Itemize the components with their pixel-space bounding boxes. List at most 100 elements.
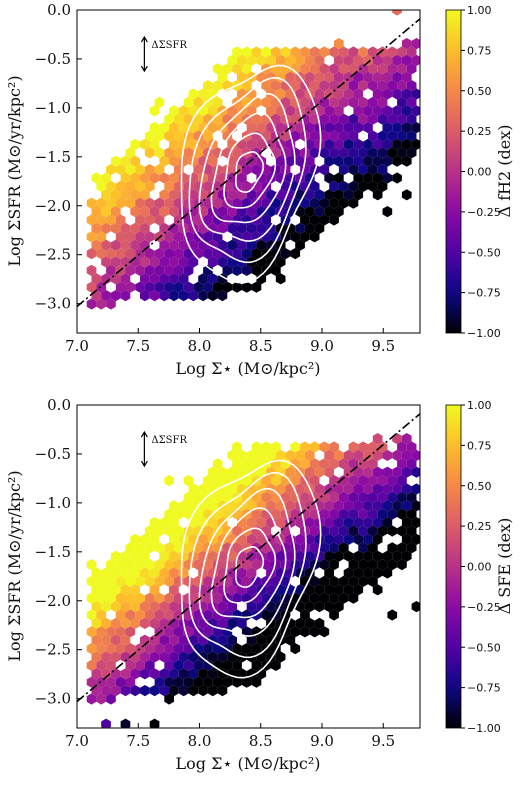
hexbin-cell <box>164 197 174 209</box>
colorbar-tick-label: −0.50 <box>467 246 501 259</box>
hexbin-cell <box>91 634 102 646</box>
hexbin-cell <box>144 147 155 159</box>
hexbin-cell <box>314 466 325 478</box>
hexbin-cell <box>120 601 131 613</box>
hexbin-cell <box>343 500 354 512</box>
hexbin-cell <box>304 601 315 613</box>
hexbin-cell <box>271 475 281 487</box>
hexbin-cell <box>300 46 310 58</box>
hexbin-cell <box>91 239 102 251</box>
hexbin-cell <box>251 248 262 260</box>
hexbin-cell <box>334 88 344 100</box>
hexbin-cell <box>329 96 339 108</box>
y-tick-label: −2.0 <box>35 592 71 610</box>
hexbin-cell <box>377 130 388 142</box>
hexbin-cell <box>86 626 97 638</box>
hexbin-cell <box>329 63 339 75</box>
hexbin-cell <box>125 231 136 243</box>
colorbar-tick-label: −0.75 <box>467 287 501 300</box>
hexbin-cell <box>314 88 325 100</box>
hexbin-cell <box>91 222 102 234</box>
colorbar-tick-label: 1.00 <box>467 4 492 17</box>
hexbin-cell <box>101 273 111 285</box>
hexbin-cell <box>237 668 247 680</box>
annotation-label: ΔΣSFR <box>151 435 187 446</box>
hexbin-cell <box>140 601 150 613</box>
hexbin-cell <box>154 281 165 293</box>
hexbin-cell <box>329 475 339 487</box>
hexbin-cell <box>217 651 228 663</box>
hexbin-cell <box>144 643 155 655</box>
hexbin-cell <box>115 609 126 621</box>
hexbin-cell <box>334 550 344 562</box>
hexbin-cell <box>217 222 228 234</box>
hexbin-cell <box>198 668 208 680</box>
hexbin-cell <box>387 542 398 554</box>
hexbin-cell <box>169 189 179 201</box>
hexbin-cell <box>387 609 398 621</box>
hexbin-cell <box>222 264 233 276</box>
hexbin-cell <box>174 609 184 621</box>
hexbin-cell <box>169 668 179 680</box>
hexbin-cell <box>377 63 388 75</box>
hexbin-cell <box>406 525 417 537</box>
hexbin-cell <box>164 643 174 655</box>
hexbin-cell <box>232 248 242 260</box>
hexbin-cell <box>392 172 402 184</box>
hexbin-cell <box>164 231 174 243</box>
hexbin-cell <box>338 508 349 520</box>
hexbin-cell <box>207 189 218 201</box>
hexbin-cell <box>358 180 368 192</box>
hexbin-cell <box>198 685 208 697</box>
hexbin-cell <box>135 659 145 671</box>
hexbin-cell <box>338 575 349 587</box>
hexbin-cell <box>91 651 102 663</box>
delta-sfr-annotation: ΔΣSFR <box>140 430 187 468</box>
hexbin-cell <box>115 575 126 587</box>
hexbin-cell <box>411 500 420 512</box>
hexbin-cell <box>309 63 320 75</box>
hexbin-cell <box>329 592 339 604</box>
hexbin-cell <box>334 189 344 201</box>
hexbin-cell <box>290 491 301 503</box>
hexbin-cell <box>115 559 126 571</box>
annotation-label: ΔΣSFR <box>151 40 187 51</box>
hexbin-cell <box>140 256 150 268</box>
hexbin-cell <box>227 206 237 218</box>
hexbin-cell <box>227 466 237 478</box>
hexbin-cell <box>348 147 359 159</box>
hexbin-cell <box>96 643 107 655</box>
colorbar-tick-label: −1.00 <box>467 327 501 340</box>
hexbin-cell <box>353 122 364 134</box>
hexbin-cell <box>392 155 402 167</box>
hexbin-cell <box>207 222 218 234</box>
y-ticks: 0.0 −0.5 −1.0 −1.5 −2.0 −2.5 −3.0 <box>35 1 82 313</box>
hexbin-cell <box>261 491 271 503</box>
hexbin-cell <box>120 155 131 167</box>
hexbin-cell <box>401 138 412 150</box>
hexbin-cell <box>86 609 97 621</box>
hexbin-cell <box>353 466 364 478</box>
hexbin-cell <box>227 155 237 167</box>
hexbin-cell <box>135 164 145 176</box>
hexbin-cell <box>343 88 354 100</box>
hexbin-cell <box>397 80 407 92</box>
hexbin-cell <box>149 105 160 117</box>
hexbin-cell <box>232 592 242 604</box>
contour-line <box>210 507 287 619</box>
hexbin-cell <box>164 113 174 125</box>
hexbin-cell <box>169 256 179 268</box>
hexbin-cell <box>241 475 252 487</box>
hexbin-cell <box>300 609 310 621</box>
hexbin-cell <box>241 264 252 276</box>
hexbin-cell <box>304 105 315 117</box>
hexbin-cell <box>232 281 242 293</box>
hexbin-cell <box>144 264 155 276</box>
hexbin-cell <box>222 659 233 671</box>
hexbin-cell <box>406 46 417 58</box>
contour-line <box>180 459 322 679</box>
hexbin-cell <box>338 46 349 58</box>
hexbin-cell <box>372 172 383 184</box>
hexbin-cell <box>125 147 136 159</box>
hexbin-cell <box>217 617 228 629</box>
